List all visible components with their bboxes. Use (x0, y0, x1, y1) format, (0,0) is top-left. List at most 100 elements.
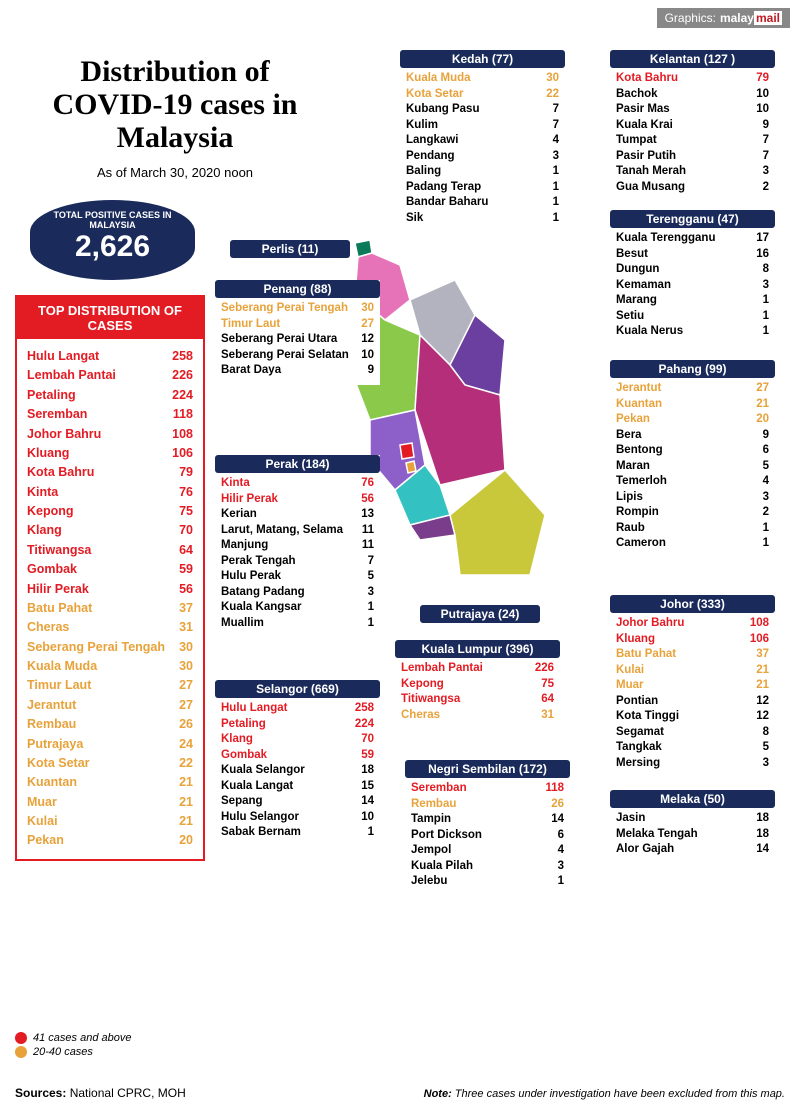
list-item: Batu Pahat37 (616, 647, 769, 663)
list-item: Kuala Muda30 (406, 71, 559, 87)
list-item: Bachok10 (616, 87, 769, 103)
list-item: Barat Daya9 (221, 363, 374, 379)
list-item: Hulu Langat258 (221, 701, 374, 717)
list-item: Jasin18 (616, 811, 769, 827)
list-item: Pasir Mas10 (616, 102, 769, 118)
map-kl (400, 443, 414, 459)
list-item: Alor Gajah14 (616, 842, 769, 858)
list-item: Seberang Perai Tengah30 (221, 301, 374, 317)
list-item: Tumpat7 (616, 133, 769, 149)
list-item: Mersing3 (616, 756, 769, 772)
list-item: Baling1 (406, 164, 559, 180)
list-item: Muar21 (27, 793, 193, 812)
list-item: Melaka Tengah18 (616, 827, 769, 843)
state-perlis: Perlis (11) (230, 240, 350, 258)
list-item: Petaling224 (221, 717, 374, 733)
page-subtitle: As of March 30, 2020 noon (35, 165, 315, 180)
list-item: Gombak59 (27, 560, 193, 579)
legend-high-text: 41 cases and above (33, 1032, 131, 1044)
list-item: Timur Laut27 (221, 317, 374, 333)
list-item: Kemaman3 (616, 278, 769, 294)
list-item: Cameron1 (616, 536, 769, 552)
total-value: 2,626 (30, 230, 195, 264)
state-putrajaya: Putrajaya (24) (420, 605, 540, 623)
list-item: Tanah Merah3 (616, 164, 769, 180)
list-item: Kuantan21 (27, 773, 193, 792)
legend-dot-high (15, 1032, 27, 1044)
total-label: TOTAL POSITIVE CASES IN MALAYSIA (30, 210, 195, 230)
list-item: Jerantut27 (616, 381, 769, 397)
list-item: Raub1 (616, 521, 769, 537)
list-item: Muallim1 (221, 616, 374, 632)
legend-dot-mid (15, 1046, 27, 1058)
total-cases-badge: TOTAL POSITIVE CASES IN MALAYSIA 2,626 (30, 200, 195, 280)
list-item: Kuala Krai9 (616, 118, 769, 134)
state-kedah: Kedah (77) Kuala Muda30Kota Setar22Kuban… (400, 50, 565, 232)
list-item: Kluang106 (616, 632, 769, 648)
list-item: Kota Setar22 (27, 754, 193, 773)
list-item: Rembau26 (27, 715, 193, 734)
list-item: Seremban118 (27, 405, 193, 424)
list-item: Sik1 (406, 211, 559, 227)
list-item: Timur Laut27 (27, 676, 193, 695)
state-kelantan: Kelantan (127 ) Kota Bahru79Bachok10Pasi… (610, 50, 775, 201)
logo: malaymail (720, 11, 782, 25)
list-item: Pendang3 (406, 149, 559, 165)
list-item: Segamat8 (616, 725, 769, 741)
list-item: Jelebu1 (411, 874, 564, 890)
legend-mid-text: 20-40 cases (33, 1046, 93, 1058)
top-distribution-panel: TOP DISTRIBUTION OF CASES Hulu Langat258… (15, 295, 205, 861)
graphics-credit: Graphics: malaymail (657, 8, 790, 28)
list-item: Hilir Perak56 (27, 580, 193, 599)
list-item: Muar21 (616, 678, 769, 694)
list-item: Lembah Pantai226 (27, 366, 193, 385)
state-pahang: Pahang (99) Jerantut27Kuantan21Pekan20Be… (610, 360, 775, 558)
state-kl: Kuala Lumpur (396) Lembah Pantai226Kepon… (395, 640, 560, 729)
list-item: Jerantut27 (27, 696, 193, 715)
state-johor: Johor (333) Johor Bahru108Kluang106Batu … (610, 595, 775, 777)
list-item: Larut, Matang, Selama11 (221, 523, 374, 539)
list-item: Besut16 (616, 247, 769, 263)
list-item: Hulu Selangor10 (221, 810, 374, 826)
list-item: Cheras31 (27, 618, 193, 637)
list-item: Klang70 (221, 732, 374, 748)
list-item: Manjung11 (221, 538, 374, 554)
list-item: Titiwangsa64 (401, 692, 554, 708)
list-item: Kota Bahru79 (27, 463, 193, 482)
list-item: Pekan20 (616, 412, 769, 428)
credit-label: Graphics: (665, 11, 716, 25)
state-perak: Perak (184) Kinta76Hilir Perak56Kerian13… (215, 455, 380, 637)
list-item: Kota Setar22 (406, 87, 559, 103)
list-item: Titiwangsa64 (27, 541, 193, 560)
list-item: Pontian12 (616, 694, 769, 710)
list-item: Maran5 (616, 459, 769, 475)
list-item: Kinta76 (221, 476, 374, 492)
list-item: Kepong75 (27, 502, 193, 521)
list-item: Tampin14 (411, 812, 564, 828)
list-item: Kinta76 (27, 483, 193, 502)
list-item: Kulai21 (616, 663, 769, 679)
state-terengganu: Terengganu (47) Kuala Terengganu17Besut1… (610, 210, 775, 346)
list-item: Kuala Kangsar1 (221, 600, 374, 616)
list-item: Marang1 (616, 293, 769, 309)
legend: 41 cases and above 20-40 cases (15, 1030, 131, 1060)
list-item: Tangkak5 (616, 740, 769, 756)
map-putrajaya (406, 461, 416, 473)
list-item: Kota Tinggi12 (616, 709, 769, 725)
list-item: Seberang Perai Utara12 (221, 332, 374, 348)
list-item: Rembau26 (411, 797, 564, 813)
list-item: Kulim7 (406, 118, 559, 134)
list-item: Batu Pahat37 (27, 599, 193, 618)
list-item: Kuala Muda30 (27, 657, 193, 676)
list-item: Klang70 (27, 521, 193, 540)
list-item: Bera9 (616, 428, 769, 444)
list-item: Seberang Perai Tengah30 (27, 638, 193, 657)
top-distribution-body: Hulu Langat258Lembah Pantai226Petaling22… (17, 339, 203, 859)
list-item: Johor Bahru108 (27, 425, 193, 444)
list-item: Gombak59 (221, 748, 374, 764)
list-item: Lipis3 (616, 490, 769, 506)
list-item: Lembah Pantai226 (401, 661, 554, 677)
list-item: Kuala Langat15 (221, 779, 374, 795)
list-item: Kepong75 (401, 677, 554, 693)
list-item: Kuantan21 (616, 397, 769, 413)
